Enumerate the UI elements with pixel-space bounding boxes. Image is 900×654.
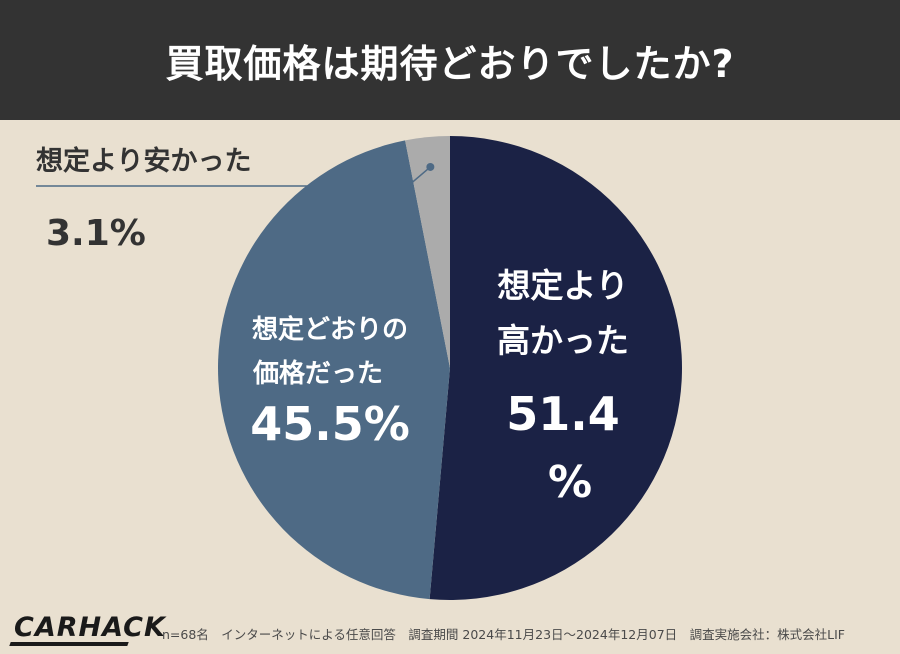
slice-3-leader-line — [36, 166, 431, 187]
brand-underline — [9, 642, 129, 646]
slice-2-value: 45.5% — [250, 397, 410, 451]
pie-slice-1 — [429, 136, 682, 600]
survey-footnote: n=68名 インターネットによる任意回答 調査期間 2024年11月23日〜20… — [162, 627, 845, 642]
slice-3-label: 想定より安かった — [36, 145, 251, 177]
slice-1-unit: % — [548, 457, 592, 508]
slice-1-value: 51.4 — [506, 387, 620, 441]
slice-1-label-line-2: 高かった — [497, 321, 629, 360]
slice-3-value: 3.1% — [46, 213, 146, 254]
pie-slice-2 — [217, 140, 450, 600]
slice-2-label-line-1: 想定どおりの — [252, 314, 408, 345]
slice-1-label-line-1: 想定より — [497, 266, 628, 305]
header-bar: 買取価格は期待どおりでしたか? — [0, 0, 900, 120]
slice-2-label-line-2: 価格だった — [252, 358, 383, 389]
brand-logo: CARHACK — [14, 612, 166, 643]
pie-slices — [217, 136, 682, 600]
pie-slice-3 — [405, 136, 450, 368]
footer: CARHACK n=68名 インターネットによる任意回答 調査期間 2024年1… — [0, 612, 900, 654]
chart-title: 買取価格は期待どおりでしたか? — [165, 41, 735, 86]
